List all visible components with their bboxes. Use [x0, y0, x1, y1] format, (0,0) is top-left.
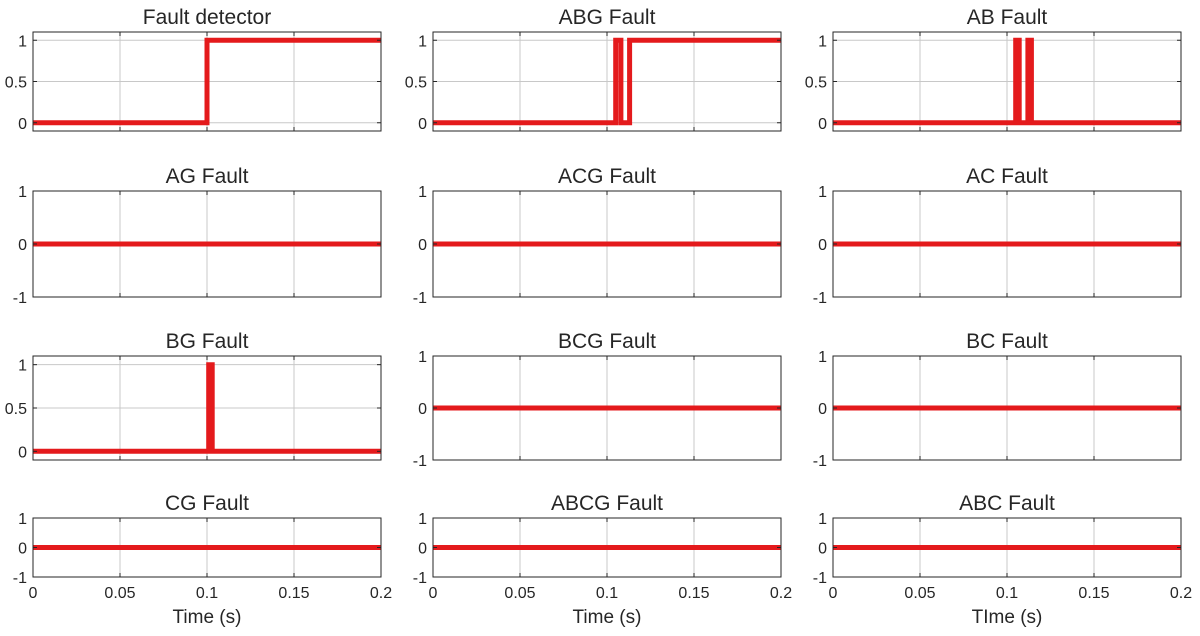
signal-line — [33, 362, 381, 454]
y-tick-label: 0.5 — [805, 75, 827, 92]
subplot-title: BCG Fault — [558, 330, 656, 353]
subplot-title: Fault detector — [143, 6, 271, 29]
subplot-title: BG Fault — [166, 330, 249, 353]
y-tick-label: 1 — [818, 184, 827, 201]
subplot-title: ABC Fault — [959, 492, 1055, 515]
subplot-title: BC Fault — [966, 330, 1048, 353]
y-tick-label: 0 — [418, 116, 427, 133]
subplot-1: 0 0.5 1 ABG Fault — [405, 6, 782, 133]
y-tick-label: 1 — [418, 349, 427, 366]
x-tick-label: 0.2 — [1170, 585, 1192, 602]
signal-line — [433, 37, 781, 126]
subplot-title: AB Fault — [967, 6, 1048, 29]
y-tick-label: -1 — [413, 570, 427, 587]
subplot-5: -1 0 1 AC Fault — [813, 165, 1182, 307]
y-tick-label: 1 — [18, 33, 27, 50]
x-axis-label: TIme (s) — [972, 607, 1043, 628]
y-tick-label: 0 — [418, 401, 427, 418]
y-tick-label: -1 — [13, 290, 27, 307]
x-tick-label: 0.05 — [904, 585, 935, 602]
subplot-title: CG Fault — [165, 492, 249, 515]
subplot-title: ABCG Fault — [551, 492, 663, 515]
y-tick-label: 0.5 — [5, 401, 27, 418]
y-tick-label: 0 — [818, 401, 827, 418]
x-tick-label: 0 — [429, 585, 438, 602]
subplot-6: 0 0.5 1 BG Fault — [5, 330, 382, 461]
signal-line — [833, 37, 1181, 126]
x-tick-label: 0.1 — [996, 585, 1018, 602]
x-tick-label: 0.15 — [278, 585, 309, 602]
y-tick-label: -1 — [813, 453, 827, 470]
y-tick-label: 1 — [418, 33, 427, 50]
subplot-title: ABG Fault — [559, 6, 656, 29]
x-tick-label: 0.2 — [370, 585, 392, 602]
y-tick-label: 0 — [18, 444, 27, 461]
x-tick-label: 0.2 — [770, 585, 792, 602]
subplot-0: 0 0.5 1 Fault detector — [5, 6, 382, 133]
y-tick-label: -1 — [813, 570, 827, 587]
y-tick-label: 1 — [418, 511, 427, 528]
y-tick-label: 0 — [818, 541, 827, 558]
signal-line — [33, 37, 381, 126]
y-tick-label: -1 — [413, 453, 427, 470]
subplot-7: -1 0 1 BCG Fault — [413, 330, 782, 470]
y-tick-label: 1 — [418, 184, 427, 201]
y-tick-label: 1 — [18, 511, 27, 528]
x-tick-label: 0.15 — [1078, 585, 1109, 602]
y-tick-label: 0 — [818, 237, 827, 254]
subplot-title: ACG Fault — [558, 165, 656, 188]
x-axis-label: Time (s) — [173, 607, 242, 628]
y-tick-label: 1 — [818, 33, 827, 50]
y-tick-label: 1 — [18, 358, 27, 375]
subplot-title: AC Fault — [966, 165, 1048, 188]
subplot-4: -1 0 1 ACG Fault — [413, 165, 782, 307]
subplot-2: 0 0.5 1 AB Fault — [805, 6, 1182, 133]
x-tick-label: 0.05 — [104, 585, 135, 602]
x-tick-label: 0.1 — [196, 585, 218, 602]
x-tick-label: 0.1 — [596, 585, 618, 602]
y-tick-label: 0 — [818, 116, 827, 133]
x-tick-label: 0 — [29, 585, 38, 602]
subplot-3: -1 0 1 AG Fault — [13, 165, 382, 307]
x-axis-label: Time (s) — [573, 607, 642, 628]
y-tick-label: -1 — [813, 290, 827, 307]
y-tick-label: 0.5 — [405, 75, 427, 92]
y-tick-label: 1 — [18, 184, 27, 201]
x-tick-label: 0.15 — [678, 585, 709, 602]
y-tick-label: 0.5 — [5, 75, 27, 92]
y-tick-label: 0 — [18, 541, 27, 558]
y-tick-label: 0 — [418, 237, 427, 254]
x-tick-label: 0.05 — [504, 585, 535, 602]
y-tick-label: 0 — [18, 237, 27, 254]
y-tick-label: 1 — [818, 349, 827, 366]
y-tick-label: -1 — [13, 570, 27, 587]
subplot-title: AG Fault — [166, 165, 249, 188]
y-tick-label: -1 — [413, 290, 427, 307]
y-tick-label: 1 — [818, 511, 827, 528]
y-tick-label: 0 — [418, 541, 427, 558]
y-tick-label: 0 — [18, 116, 27, 133]
subplot-8: -1 0 1 BC Fault — [813, 330, 1182, 470]
x-tick-label: 0 — [829, 585, 838, 602]
